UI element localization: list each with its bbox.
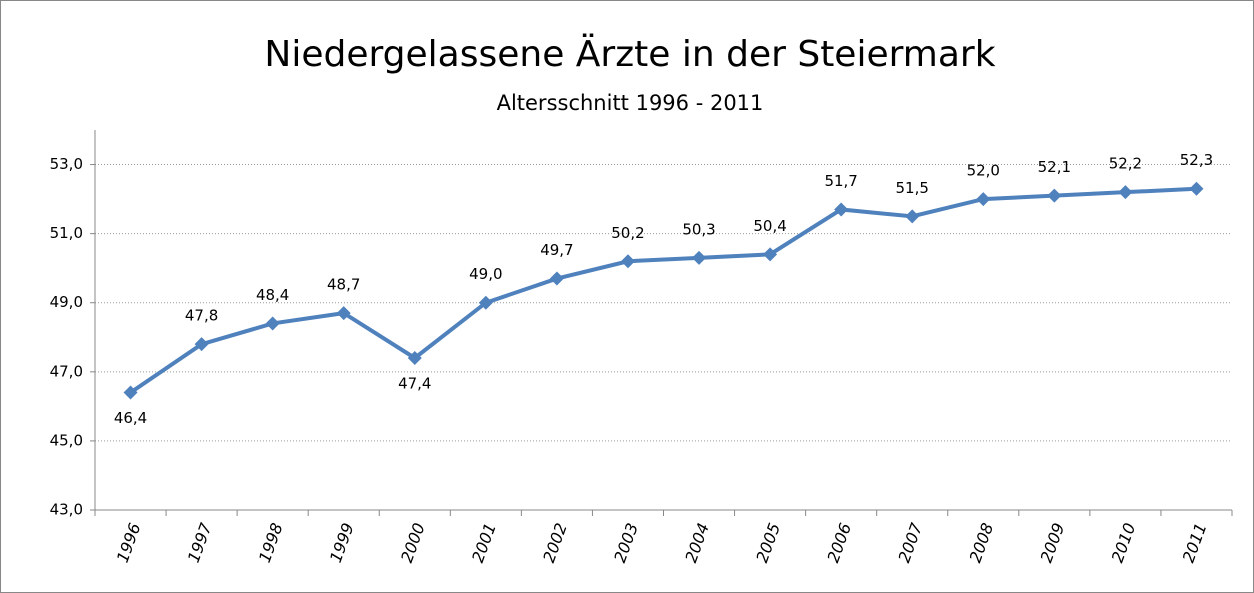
point-marker — [265, 316, 280, 331]
y-tick-label: 43,0 — [50, 501, 83, 519]
y-tick-label: 45,0 — [50, 431, 83, 449]
point-marker — [692, 250, 707, 265]
point-marker — [123, 385, 138, 400]
data-label: 51,5 — [896, 179, 929, 197]
y-tick-label: 47,0 — [50, 362, 83, 380]
point-marker — [478, 295, 493, 310]
y-tick-label: 53,0 — [50, 155, 83, 173]
point-marker — [1189, 181, 1204, 196]
data-label: 52,1 — [1038, 158, 1071, 176]
data-label: 50,2 — [611, 224, 644, 242]
data-label: 49,0 — [469, 265, 502, 283]
data-label: 47,8 — [185, 307, 218, 325]
point-marker — [834, 202, 849, 217]
point-marker — [1118, 185, 1133, 200]
line — [129, 186, 1197, 395]
y-tick-label: 49,0 — [50, 293, 83, 311]
data-label: 48,4 — [256, 286, 289, 304]
data-label: 48,7 — [327, 276, 360, 294]
data-label: 52,2 — [1109, 155, 1142, 173]
point-marker — [763, 247, 778, 262]
data-label: 52,0 — [967, 162, 1000, 180]
data-label: 50,4 — [753, 217, 786, 235]
point-marker — [976, 192, 991, 207]
data-label: 47,4 — [398, 375, 431, 393]
chart-subtitle: Altersschnitt 1996 - 2011 — [497, 91, 764, 115]
data-label: 46,4 — [114, 409, 147, 427]
point-marker — [620, 254, 635, 269]
point-marker — [194, 337, 209, 352]
chart-title: Niedergelassene Ärzte in der Steiermark — [264, 33, 995, 75]
data-label: 51,7 — [824, 172, 857, 190]
point-marker — [336, 306, 351, 321]
data-label: 49,7 — [540, 241, 573, 259]
data-label: 50,3 — [682, 220, 715, 238]
point-marker — [1047, 188, 1062, 203]
point-marker — [905, 209, 920, 224]
point-marker — [549, 271, 564, 286]
data-label: 52,3 — [1180, 151, 1213, 169]
y-tick-label: 51,0 — [50, 224, 83, 242]
point-marker — [407, 351, 422, 365]
